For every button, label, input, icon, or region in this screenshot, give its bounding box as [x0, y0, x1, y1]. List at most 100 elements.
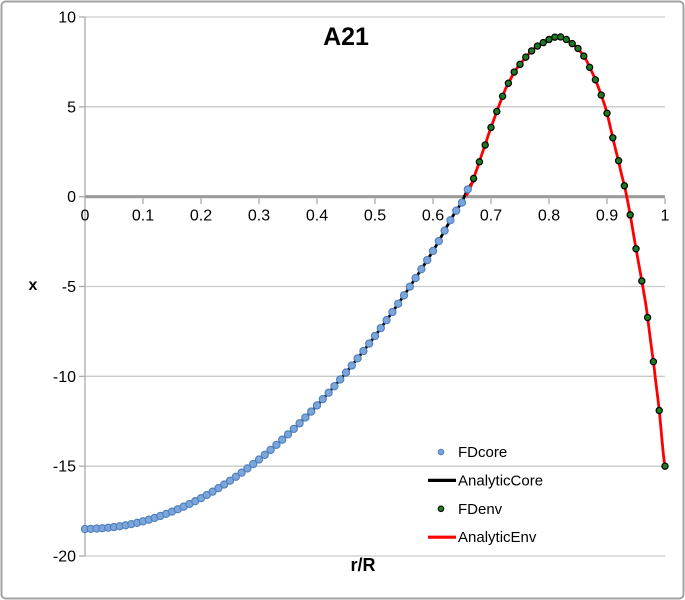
fdenv-marker[interactable]: [568, 39, 576, 48]
fdcore-marker[interactable]: [301, 413, 310, 422]
fdcore-marker[interactable]: [214, 483, 223, 493]
fdcore-marker[interactable]: [365, 339, 374, 348]
fdenv-marker[interactable]: [585, 63, 594, 72]
x-tick-label: 0.6: [422, 208, 444, 225]
fdcore-marker[interactable]: [347, 361, 356, 370]
fdcore-marker[interactable]: [376, 323, 385, 333]
fdenv-marker[interactable]: [574, 44, 582, 53]
fdenv-marker[interactable]: [504, 79, 513, 87]
fdcore-marker[interactable]: [254, 455, 264, 464]
fdcore-marker[interactable]: [336, 375, 345, 384]
fdenv-marker[interactable]: [591, 76, 600, 84]
fdcore-marker[interactable]: [272, 440, 281, 450]
fdenv-marker[interactable]: [481, 141, 489, 149]
fdenv-marker[interactable]: [655, 406, 663, 415]
fdcore-marker[interactable]: [237, 468, 246, 477]
fdenv-marker[interactable]: [649, 357, 658, 366]
fdcore-marker[interactable]: [405, 282, 414, 291]
fdenv-marker[interactable]: [626, 211, 634, 219]
fdcore-marker[interactable]: [394, 299, 403, 308]
legend-label: AnalyticCore: [458, 472, 543, 489]
y-axis-title[interactable]: x: [29, 277, 38, 294]
fdenv-marker[interactable]: [580, 52, 588, 60]
fdenv-marker[interactable]: [562, 35, 571, 44]
fdcore-marker[interactable]: [353, 354, 362, 363]
x-axis-title[interactable]: r/R: [350, 555, 375, 575]
fdenv-marker[interactable]: [533, 42, 542, 50]
x-tick-label: 0.4: [306, 208, 328, 225]
x-tick-label: 0.2: [190, 208, 212, 225]
fdcore-marker[interactable]: [243, 464, 252, 473]
legend-label: AnalyticEnv: [458, 529, 537, 546]
fdcore-markers[interactable]: [80, 185, 472, 534]
fdcore-marker[interactable]: [428, 246, 438, 256]
fdcore-marker[interactable]: [370, 331, 380, 341]
fdcore-marker[interactable]: [452, 206, 461, 215]
fdcore-marker[interactable]: [312, 401, 322, 410]
fdenv-marker[interactable]: [609, 134, 617, 142]
fdcore-marker[interactable]: [225, 476, 235, 485]
fdcore-marker[interactable]: [382, 315, 391, 325]
fdcore-marker[interactable]: [434, 236, 443, 246]
fdenv-marker[interactable]: [475, 158, 484, 166]
fdenv-marker[interactable]: [469, 174, 478, 183]
fdcore-marker[interactable]: [440, 226, 449, 235]
fdenv-marker[interactable]: [597, 91, 605, 99]
fdcore-marker[interactable]: [457, 198, 467, 207]
fdcore-marker[interactable]: [231, 472, 240, 481]
fdcore-marker[interactable]: [283, 430, 293, 439]
x-tick-label: 0.1: [132, 208, 154, 225]
fdcore-marker[interactable]: [399, 291, 409, 300]
y-tick-label: 10: [58, 10, 76, 27]
fdcore-marker[interactable]: [324, 388, 333, 397]
fdenv-marker[interactable]: [516, 60, 524, 69]
fdenv-marker[interactable]: [522, 53, 530, 61]
fdcore-marker[interactable]: [295, 419, 304, 428]
legend-item[interactable]: AnalyticEnv: [428, 529, 537, 546]
fdcore-marker[interactable]: [388, 307, 397, 317]
plot-series[interactable]: [80, 33, 669, 534]
legend-item[interactable]: AnalyticCore: [428, 472, 543, 489]
fdenv-marker[interactable]: [614, 157, 623, 165]
fdcore-marker[interactable]: [220, 480, 229, 489]
chart-title[interactable]: A21: [323, 23, 369, 51]
fdcore-marker[interactable]: [446, 216, 455, 225]
fdenv-marker[interactable]: [510, 68, 518, 76]
legend-marker-swatch: [437, 448, 445, 456]
fdenv-marker[interactable]: [539, 38, 547, 47]
fdcore-marker[interactable]: [359, 346, 368, 356]
fdcore-marker[interactable]: [330, 382, 339, 391]
fdcore-marker[interactable]: [289, 424, 298, 434]
legend-item[interactable]: FDcore: [437, 444, 507, 461]
x-tick-label: 1: [661, 208, 670, 225]
fdcore-marker[interactable]: [278, 435, 287, 444]
fdcore-marker[interactable]: [341, 368, 351, 377]
y-tick-label: -5: [62, 279, 76, 296]
fdenv-marker[interactable]: [498, 92, 507, 101]
fdcore-marker[interactable]: [423, 255, 432, 265]
fdenv-marker[interactable]: [643, 313, 652, 322]
fdcore-marker[interactable]: [249, 459, 258, 469]
fdcore-marker[interactable]: [417, 264, 426, 274]
fdenv-marker[interactable]: [487, 123, 495, 132]
fdcore-marker[interactable]: [463, 185, 472, 194]
fdenv-marker[interactable]: [603, 109, 611, 117]
gridlines: [85, 16, 665, 557]
fdcore-marker[interactable]: [260, 450, 269, 459]
fdenv-marker[interactable]: [632, 245, 640, 253]
fdenv-marker[interactable]: [638, 277, 646, 285]
legend[interactable]: FDcore AnalyticCore FDenv AnalyticEnv: [428, 444, 543, 546]
fdenv-markers[interactable]: [469, 33, 669, 470]
legend-item[interactable]: FDenv: [437, 501, 503, 518]
fdenv-marker[interactable]: [493, 107, 501, 116]
fdcore-marker[interactable]: [318, 395, 327, 404]
fdenv-marker[interactable]: [620, 182, 629, 190]
fdenv-marker[interactable]: [661, 462, 669, 470]
fdcore-marker[interactable]: [307, 407, 316, 416]
fdenv-marker[interactable]: [527, 47, 536, 55]
fdcore-marker[interactable]: [411, 273, 420, 283]
legend-label: FDenv: [458, 501, 503, 518]
fdcore-marker[interactable]: [266, 445, 275, 455]
